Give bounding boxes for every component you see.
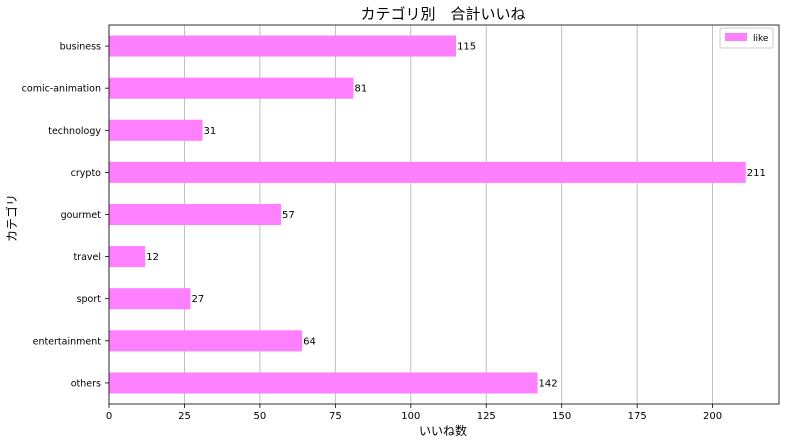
bar-crypto	[109, 161, 746, 183]
bar-business	[109, 35, 457, 57]
data-label-business: 115	[457, 42, 476, 53]
x-tick-label: 75	[329, 411, 342, 422]
y-tick-label-entertainment: entertainment	[33, 336, 102, 347]
plot-frame	[108, 24, 780, 405]
data-label-layer: 115 81 31 211 57 12 27 64 142	[146, 42, 766, 390]
data-label-comic-animation: 81	[354, 84, 367, 95]
data-label-crypto: 211	[747, 168, 766, 179]
data-label-technology: 31	[204, 126, 217, 137]
x-tick-label: 150	[552, 411, 571, 422]
data-label-gourmet: 57	[282, 210, 295, 221]
data-label-travel: 12	[146, 252, 159, 263]
x-tick-label: 175	[628, 411, 647, 422]
bar-sport	[109, 288, 191, 310]
bar-technology	[109, 119, 203, 141]
y-tick-label-technology: technology	[48, 126, 101, 137]
y-tick-label-sport: sport	[77, 294, 102, 305]
chart-title: カテゴリ別 合計いいね	[360, 5, 525, 23]
bar-entertainment	[109, 330, 303, 352]
y-tick-label-travel: travel	[73, 252, 101, 263]
bar-others	[109, 372, 538, 394]
data-label-others: 142	[539, 378, 558, 389]
x-tick-label: 200	[703, 411, 722, 422]
y-axis-label: カテゴリ	[4, 194, 19, 242]
legend-swatch	[725, 33, 747, 41]
y-tick-label-business: business	[60, 42, 101, 53]
bar-layer	[109, 35, 746, 394]
x-tick-label: 0	[106, 411, 112, 422]
y-tick-label-crypto: crypto	[71, 168, 102, 179]
x-tick-label: 125	[477, 411, 496, 422]
x-axis-label: いいね数	[419, 423, 467, 438]
legend-label: like	[753, 34, 769, 44]
x-tick-label: 25	[178, 411, 191, 422]
y-tick-label-comic-animation: comic-animation	[22, 84, 101, 95]
data-label-sport: 27	[191, 294, 204, 305]
bar-travel	[109, 246, 146, 268]
y-tick-label-others: others	[71, 378, 101, 389]
bar-gourmet	[109, 203, 282, 226]
axis-layer: business comic-animation technology crypto g…	[22, 24, 780, 422]
data-label-entertainment: 64	[303, 336, 316, 347]
x-tick-label: 50	[254, 411, 267, 422]
y-tick-label-gourmet: gourmet	[61, 210, 102, 221]
x-tick-label: 100	[401, 411, 420, 422]
legend: like	[719, 27, 774, 49]
bar-comic-animation	[109, 77, 354, 99]
